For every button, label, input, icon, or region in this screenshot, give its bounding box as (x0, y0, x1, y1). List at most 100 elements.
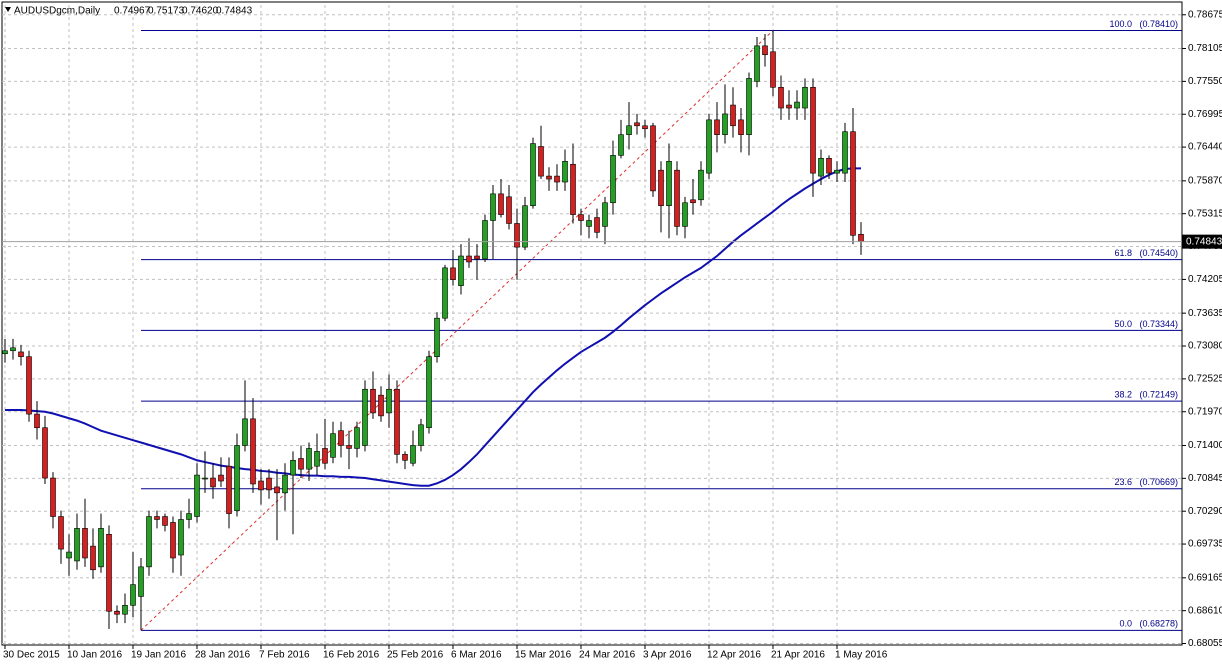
fib-level-label: 0.0 (1119, 619, 1132, 629)
candle-body (274, 486, 280, 494)
candle-body (834, 169, 840, 174)
candle-body (298, 458, 304, 470)
candle-body (506, 196, 512, 224)
fib-level-label: 100.0 (1109, 19, 1132, 29)
candle-body (786, 104, 792, 109)
y-tick-label: 0.75315 (1188, 208, 1222, 219)
candle-body (330, 433, 336, 458)
candle-body (50, 477, 56, 517)
candle-body (738, 119, 744, 135)
candle-body (650, 125, 656, 192)
candle-body (514, 223, 520, 248)
candle-body (138, 566, 144, 597)
candle-body (858, 233, 864, 242)
candle-body (578, 214, 584, 221)
x-tick-label: 21 Apr 2016 (771, 650, 825, 661)
candle-body (434, 317, 440, 357)
candle-body (282, 474, 288, 494)
candle-body (194, 474, 200, 517)
plot-frame (1, 1, 1183, 646)
fib-level-label: 38.2 (1114, 390, 1132, 400)
symbol-icon (5, 7, 11, 12)
candle-body (130, 584, 136, 606)
candle-body (562, 160, 568, 183)
candle-body (386, 388, 392, 414)
candle-body (642, 125, 648, 130)
candle-body (34, 413, 40, 429)
candle-body (450, 267, 456, 281)
candle-body (82, 528, 88, 559)
fib-level-label: 23.6 (1114, 477, 1132, 487)
x-tick-label: 3 Apr 2016 (643, 650, 692, 661)
candle-body (362, 388, 368, 446)
candle-body (426, 356, 432, 429)
candle-body (170, 522, 176, 559)
candle-body (410, 445, 416, 464)
symbol: AUDUSDgcm,Daily (14, 6, 100, 17)
candle-body (850, 131, 856, 236)
y-tick-label: 0.68610 (1188, 605, 1222, 616)
candle-body (754, 45, 760, 82)
fib-level-label: 61.8 (1114, 248, 1132, 258)
candle-body (490, 193, 496, 221)
candle-body (690, 199, 696, 204)
candle-body (290, 459, 296, 476)
candle-body (66, 551, 72, 559)
y-tick-label: 0.73080 (1188, 341, 1222, 352)
fib-level-label: 50.0 (1114, 319, 1132, 329)
fibonacci: (0.78410) 100.0 (0.74540) 61.8 (0.73344) 50.0… (140, 19, 1182, 631)
grid (2, 5, 1182, 645)
candle-body (346, 445, 352, 449)
candle-body (554, 175, 560, 183)
candles (2, 30, 864, 631)
candle-body (74, 528, 80, 562)
candle-body (466, 255, 472, 263)
candle-body (794, 101, 800, 109)
price-box (1182, 234, 1222, 249)
candle-body (762, 45, 768, 56)
candle-body (722, 113, 728, 135)
candle-body (26, 356, 32, 415)
candle-body (530, 143, 536, 207)
y-tick-label: 0.69165 (1188, 572, 1222, 583)
x-tick-label: 1 May 2016 (835, 650, 888, 661)
candle-body (802, 86, 808, 109)
candle-body (10, 347, 16, 352)
candle-body (234, 445, 240, 511)
y-tick-label: 0.78105 (1188, 43, 1222, 54)
candle-body (538, 146, 544, 177)
candle-body (586, 220, 592, 227)
header-close: 0.74843 (216, 6, 253, 17)
fib-value-label: (0.72149) (1139, 390, 1178, 400)
candle-body (770, 51, 776, 88)
candle-body (730, 104, 736, 127)
candle-body (810, 86, 816, 174)
candle-body (378, 394, 384, 417)
fib-value-label: (0.68278) (1139, 619, 1178, 629)
candle-body (242, 418, 248, 446)
candle-body (162, 516, 168, 526)
x-tick-label: 15 Mar 2016 (515, 650, 572, 661)
x-tick-label: 25 Feb 2016 (387, 650, 444, 661)
x-tick-label: 30 Dec 2015 (3, 650, 60, 661)
candle-body (698, 169, 704, 201)
candle-body (546, 175, 552, 180)
y-tick-label: 0.69735 (1188, 539, 1222, 550)
x-tick-label: 24 Mar 2016 (579, 650, 636, 661)
candle-body (418, 424, 424, 446)
candle-body (402, 454, 408, 461)
y-tick-label: 0.72525 (1188, 374, 1222, 385)
candle-body (314, 451, 320, 467)
candle-body (186, 513, 192, 520)
candle-body (666, 160, 672, 207)
candle-body (842, 131, 848, 174)
y-tick-label: 0.78675 (1188, 9, 1222, 20)
candle-body (178, 519, 184, 556)
candle-body (218, 474, 224, 482)
candle-body (2, 350, 8, 355)
candle-body (474, 255, 480, 260)
y-tick-label: 0.71970 (1188, 406, 1222, 417)
candle-body (618, 134, 624, 156)
y-tick-label: 0.76995 (1188, 109, 1222, 120)
candle-body (394, 388, 400, 455)
